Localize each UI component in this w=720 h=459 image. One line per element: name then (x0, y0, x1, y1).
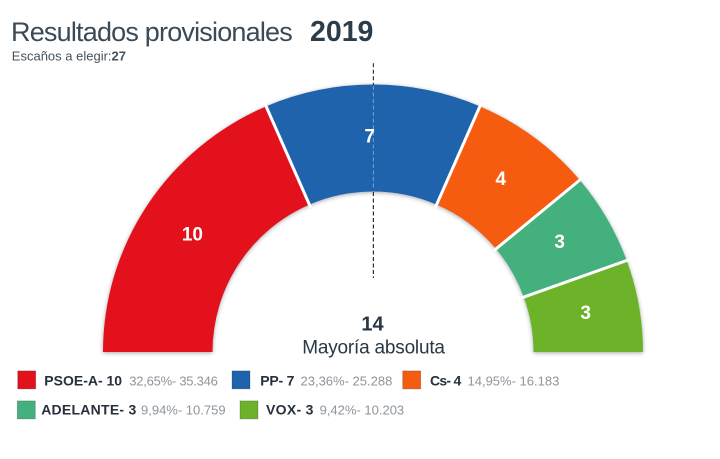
svg-text:Resultados provisionales: Resultados provisionales (11, 17, 292, 47)
svg-text:2019: 2019 (310, 16, 373, 48)
svg-text:9,42%- 10.203: 9,42%- 10.203 (320, 402, 405, 417)
svg-text:14,95%- 16.183: 14,95%- 16.183 (468, 374, 560, 389)
svg-text:PSOE-A- 10: PSOE-A- 10 (44, 373, 122, 389)
svg-text:3: 3 (554, 232, 565, 253)
svg-text:Escaños a elegir:27: Escaños a elegir:27 (12, 49, 126, 64)
svg-text:4: 4 (496, 169, 507, 190)
svg-text:Cs- 4: Cs- 4 (430, 373, 461, 389)
svg-text:14: 14 (361, 314, 384, 336)
svg-text:32,65%- 35.346: 32,65%- 35.346 (129, 374, 217, 389)
svg-text:PP- 7: PP- 7 (260, 373, 294, 389)
svg-text:9,94%- 10.759: 9,94%- 10.759 (141, 402, 226, 417)
svg-text:Mayoría absoluta: Mayoría absoluta (302, 338, 445, 359)
svg-text:7: 7 (364, 126, 375, 147)
svg-text:10: 10 (182, 225, 203, 246)
svg-text:ADELANTE- 3: ADELANTE- 3 (41, 401, 136, 417)
svg-text:3: 3 (580, 303, 591, 324)
svg-text:23,36%- 25.288: 23,36%- 25.288 (301, 374, 393, 389)
svg-text:VOX- 3: VOX- 3 (266, 401, 314, 417)
